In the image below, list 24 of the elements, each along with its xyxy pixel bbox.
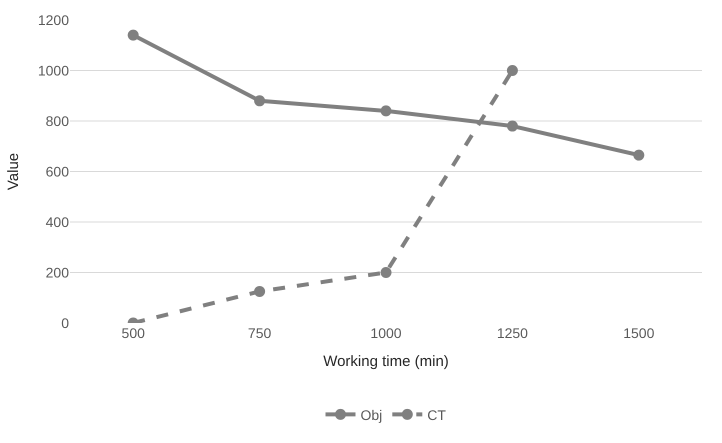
x-axis-title: Working time (min)	[323, 353, 449, 370]
legend-label: Obj	[360, 406, 382, 423]
x-tick-label: 1250	[496, 325, 528, 341]
y-tick-label: 800	[46, 112, 70, 129]
y-axis-title: Value	[5, 152, 22, 190]
point	[506, 120, 518, 132]
x-tick-label: 500	[122, 325, 146, 341]
point	[380, 267, 392, 278]
legend-label: CT	[427, 406, 446, 423]
x-tick-label: 1500	[623, 325, 655, 341]
y-tick-label: 600	[46, 163, 70, 180]
x-tick-label: 750	[248, 325, 272, 341]
y-tick-label: 200	[46, 264, 70, 280]
point	[128, 30, 139, 41]
x-tick-label: 1000	[370, 325, 402, 341]
point	[254, 286, 266, 297]
y-tick-label: 1000	[38, 62, 70, 78]
y-tick-label: 0	[61, 314, 70, 331]
y-tick-label: 400	[46, 214, 70, 230]
y-tick-label: 1200	[38, 12, 70, 28]
point	[254, 95, 266, 106]
point	[506, 65, 518, 76]
point	[633, 150, 644, 161]
point	[380, 105, 392, 116]
